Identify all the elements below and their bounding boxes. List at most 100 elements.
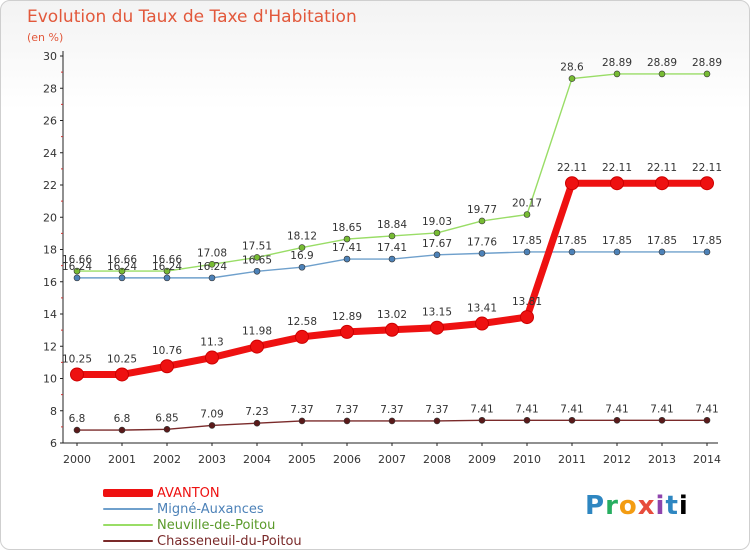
data-label-avanton: 10.25: [107, 353, 137, 365]
legend-label: Migné-Auxances: [157, 501, 264, 517]
data-label-migne-auxances: 16.9: [290, 250, 313, 262]
legend-item-migne-auxances: Migné-Auxances: [103, 501, 302, 517]
data-label-neuville-de-poitou: 16.66: [62, 254, 92, 266]
data-point-migne-auxances: [208, 274, 216, 282]
data-label-neuville-de-poitou: 17.08: [197, 247, 227, 259]
data-point-chasseneuil-du-poitou: [613, 416, 621, 424]
data-point-neuville-de-poitou: [298, 244, 306, 251]
logo-letter: r: [605, 491, 619, 521]
legend-swatch-neuville-de-poitou: [103, 524, 153, 526]
data-point-migne-auxances: [298, 263, 306, 271]
logo-letter: i: [678, 491, 689, 521]
logo-letter: x: [637, 491, 656, 521]
data-point-avanton: [520, 310, 534, 325]
data-label-neuville-de-poitou: 20.17: [512, 198, 542, 210]
data-point-avanton: [160, 359, 174, 374]
y-tick-label: 8: [50, 405, 57, 418]
y-tick-label: 14: [43, 308, 57, 321]
data-point-neuville-de-poitou: [253, 254, 261, 261]
legend-label: Neuville-de-Poitou: [157, 517, 276, 533]
data-point-avanton: [655, 176, 669, 191]
data-point-avanton: [565, 176, 579, 191]
data-label-neuville-de-poitou: 18.65: [332, 222, 362, 234]
data-label-neuville-de-poitou: 18.12: [287, 231, 317, 243]
data-label-avanton: 12.58: [287, 316, 317, 328]
legend-item-avanton: AVANTON: [103, 485, 302, 501]
data-point-neuville-de-poitou: [658, 70, 666, 78]
data-label-avanton: 10.25: [62, 353, 92, 365]
x-tick-label: 2011: [558, 453, 586, 466]
x-tick-label: 2007: [378, 453, 406, 466]
logo-letter: P: [585, 491, 606, 521]
data-point-chasseneuil-du-poitou: [433, 417, 441, 425]
data-point-avanton: [340, 324, 354, 339]
data-point-chasseneuil-du-poitou: [703, 416, 711, 424]
x-tick-label: 2008: [423, 453, 451, 466]
data-point-neuville-de-poitou: [613, 70, 621, 78]
y-tick-label: 16: [43, 276, 57, 289]
data-label-neuville-de-poitou: 16.66: [152, 254, 182, 266]
data-label-chasseneuil-du-poitou: 7.37: [425, 404, 448, 416]
y-tick-label: 24: [43, 147, 57, 160]
data-point-chasseneuil-du-poitou: [253, 419, 261, 427]
data-label-neuville-de-poitou: 19.03: [422, 216, 452, 228]
y-tick-label: 6: [50, 437, 57, 450]
y-tick-label: 30: [43, 50, 57, 63]
data-point-migne-auxances: [523, 248, 531, 256]
data-point-chasseneuil-du-poitou: [343, 417, 351, 425]
y-tick-label: 26: [43, 115, 57, 128]
legend-swatch-migne-auxances: [103, 508, 153, 510]
data-point-chasseneuil-du-poitou: [658, 416, 666, 424]
data-point-chasseneuil-du-poitou: [163, 425, 171, 433]
data-point-chasseneuil-du-poitou: [523, 416, 531, 424]
data-label-chasseneuil-du-poitou: 7.37: [290, 404, 313, 416]
data-point-neuville-de-poitou: [118, 267, 126, 275]
data-point-migne-auxances: [118, 274, 126, 282]
data-label-avanton: 11.98: [242, 326, 272, 338]
data-label-neuville-de-poitou: 28.6: [560, 62, 584, 74]
data-label-avanton: 22.11: [602, 162, 632, 174]
data-label-migne-auxances: 16.65: [242, 254, 272, 266]
data-label-avanton: 11.3: [200, 337, 223, 349]
logo-letter: i: [655, 491, 666, 521]
legend-swatch-avanton: [103, 489, 153, 497]
data-label-chasseneuil-du-poitou: 6.8: [69, 413, 86, 425]
data-label-neuville-de-poitou: 28.89: [647, 57, 677, 69]
data-label-chasseneuil-du-poitou: 7.41: [605, 403, 628, 415]
data-point-migne-auxances: [658, 248, 666, 256]
x-tick-label: 2014: [693, 453, 721, 466]
data-point-chasseneuil-du-poitou: [118, 426, 126, 434]
legend-item-chasseneuil-du-poitou: Chasseneuil-du-Poitou: [103, 533, 302, 549]
data-point-avanton: [385, 322, 399, 337]
data-label-avanton: 13.41: [467, 303, 497, 315]
legend-swatch-chasseneuil-du-poitou: [103, 540, 153, 542]
data-point-avanton: [430, 320, 444, 335]
data-point-neuville-de-poitou: [388, 232, 396, 240]
data-label-neuville-de-poitou: 19.77: [467, 204, 497, 216]
data-label-chasseneuil-du-poitou: 7.23: [245, 406, 268, 418]
data-point-neuville-de-poitou: [568, 75, 576, 82]
data-label-chasseneuil-du-poitou: 6.8: [114, 413, 131, 425]
data-point-neuville-de-poitou: [433, 229, 441, 237]
data-point-chasseneuil-du-poitou: [298, 417, 306, 425]
x-tick-label: 2010: [513, 453, 541, 466]
data-point-migne-auxances: [163, 274, 171, 282]
chart-subtitle: (en %): [27, 31, 64, 44]
data-label-chasseneuil-du-poitou: 7.09: [200, 408, 223, 420]
data-label-neuville-de-poitou: 17.51: [242, 240, 272, 252]
data-point-avanton: [205, 350, 219, 365]
data-label-migne-auxances: 17.67: [422, 238, 452, 250]
data-label-avanton: 13.15: [422, 307, 452, 319]
data-label-migne-auxances: 17.85: [602, 235, 632, 247]
data-point-migne-auxances: [433, 251, 441, 259]
data-point-neuville-de-poitou: [523, 211, 531, 218]
legend-item-neuville-de-poitou: Neuville-de-Poitou: [103, 517, 302, 533]
x-tick-label: 2013: [648, 453, 676, 466]
data-label-chasseneuil-du-poitou: 7.41: [695, 403, 718, 415]
data-label-chasseneuil-du-poitou: 7.41: [650, 403, 673, 415]
logo-letter: o: [618, 491, 638, 521]
data-label-migne-auxances: 17.41: [377, 242, 407, 254]
data-label-migne-auxances: 16.24: [62, 261, 92, 273]
